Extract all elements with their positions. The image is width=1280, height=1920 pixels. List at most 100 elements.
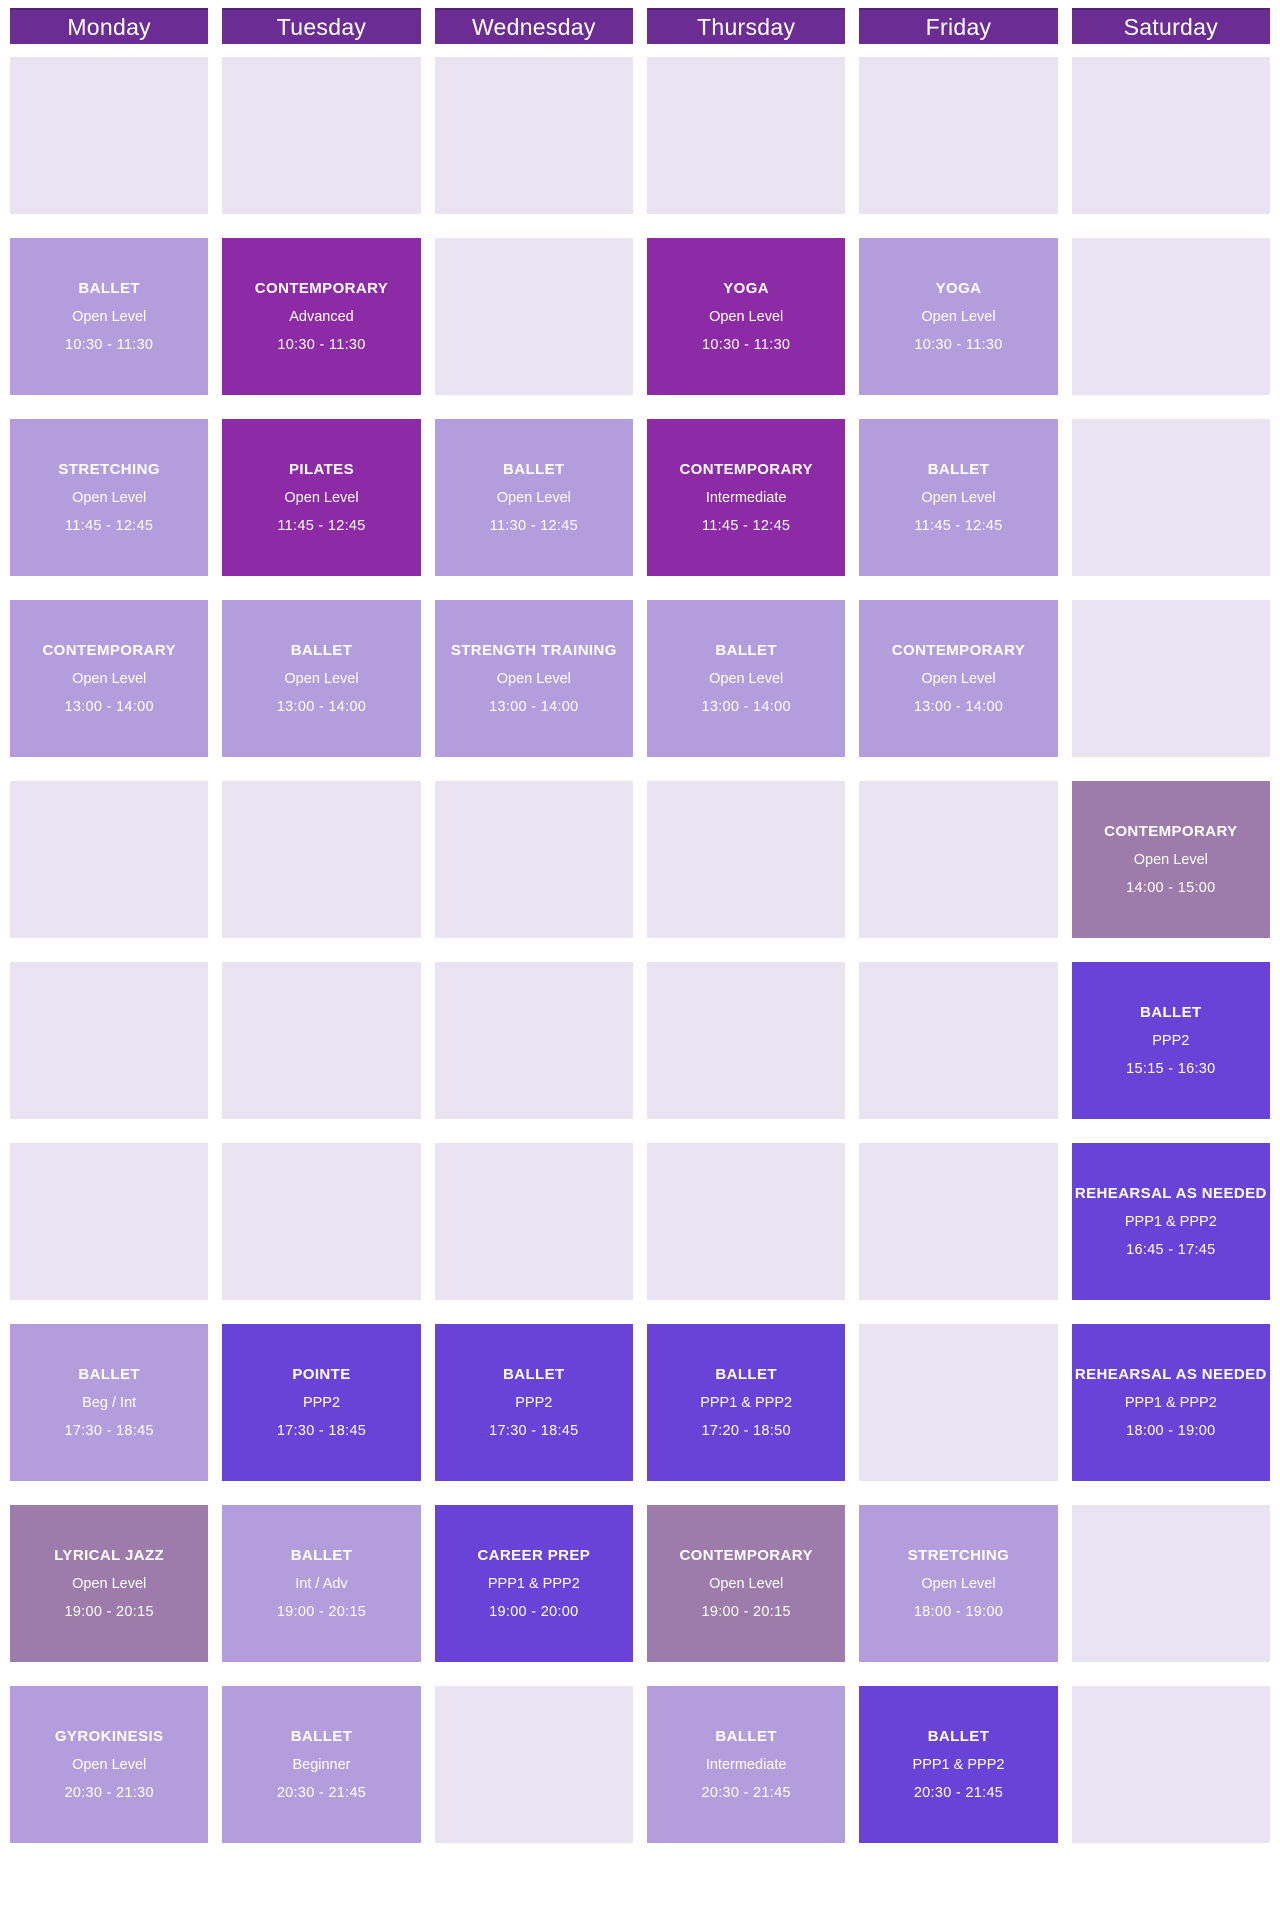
empty-slot <box>222 57 421 214</box>
class-cell[interactable]: BALLET Open Level 10:30 - 11:30 <box>10 238 209 395</box>
class-cell[interactable]: BALLET Intermediate 20:30 - 21:45 <box>646 1686 846 1843</box>
class-time-label: 20:30 - 21:45 <box>913 1785 1004 1802</box>
empty-slot <box>10 57 209 214</box>
day-header-wednesday: Wednesday <box>434 8 633 44</box>
class-cell[interactable]: BALLET Open Level 13:00 - 14:00 <box>222 600 421 757</box>
class-time-label: 11:45 - 12:45 <box>914 518 1003 535</box>
class-name-label: YOGA <box>723 279 770 297</box>
class-time-label: 13:00 - 14:00 <box>276 699 367 716</box>
empty-slot <box>1071 1686 1270 1843</box>
class-name-label: BALLET <box>290 1546 353 1564</box>
class-level-label: Open Level <box>284 671 359 688</box>
class-time-label: 17:30 - 18:45 <box>64 1423 154 1440</box>
class-level-label: PPP1 & PPP2 <box>487 1576 580 1593</box>
class-level-label: Open Level <box>72 671 147 688</box>
empty-slot <box>1071 57 1270 214</box>
class-cell[interactable]: CONTEMPORARY Advanced 10:30 - 11:30 <box>222 238 421 395</box>
empty-slot <box>1071 1505 1270 1662</box>
class-time-label: 19:00 - 20:15 <box>64 1604 154 1621</box>
class-time-label: 19:00 - 20:15 <box>276 1604 367 1621</box>
class-level-label: Beginner <box>292 1757 351 1774</box>
class-level-label: Open Level <box>496 671 571 688</box>
class-time-label: 10:30 - 11:30 <box>277 337 366 354</box>
class-cell[interactable]: REHEARSAL AS NEEDED PPP1 & PPP2 18:00 - … <box>1071 1324 1270 1481</box>
class-cell[interactable]: STRETCHING Open Level 18:00 - 19:00 <box>859 1505 1058 1662</box>
class-level-label: Open Level <box>921 1576 996 1593</box>
empty-slot <box>859 781 1058 938</box>
class-cell[interactable]: BALLET Open Level 11:45 - 12:45 <box>859 419 1058 576</box>
class-level-label: PPP1 & PPP2 <box>912 1757 1005 1774</box>
class-name-label: BALLET <box>78 279 140 297</box>
class-cell[interactable]: REHEARSAL AS NEEDED PPP1 & PPP2 16:45 - … <box>1071 1143 1270 1300</box>
class-cell[interactable]: CONTEMPORARY Open Level 13:00 - 14:00 <box>859 600 1058 757</box>
day-header-friday: Friday <box>859 8 1058 44</box>
class-cell[interactable]: BALLET Beg / Int 17:30 - 18:45 <box>10 1324 209 1481</box>
class-cell[interactable]: PILATES Open Level 11:45 - 12:45 <box>222 419 421 576</box>
class-level-label: Open Level <box>709 1576 784 1593</box>
class-time-label: 10:30 - 11:30 <box>914 337 1003 354</box>
class-time-label: 13:00 - 14:00 <box>64 699 154 716</box>
class-cell[interactable]: CONTEMPORARY Intermediate 11:45 - 12:45 <box>646 419 846 576</box>
class-time-label: 11:45 - 12:45 <box>65 518 154 535</box>
class-name-label: BALLET <box>503 1365 565 1383</box>
class-cell[interactable]: LYRICAL JAZZ Open Level 19:00 - 20:15 <box>10 1505 209 1662</box>
class-level-label: Intermediate <box>705 1757 787 1774</box>
empty-slot <box>859 1143 1058 1300</box>
class-name-label: CONTEMPORARY <box>679 1546 813 1564</box>
day-column: Saturday CONTEMPORARY Open Level 14:00 -… <box>1071 8 1270 1843</box>
class-level-label: Intermediate <box>705 490 787 507</box>
class-cell[interactable]: BALLET Int / Adv 19:00 - 20:15 <box>222 1505 421 1662</box>
class-cell[interactable]: YOGA Open Level 10:30 - 11:30 <box>859 238 1058 395</box>
class-cell[interactable]: CONTEMPORARY Open Level 14:00 - 15:00 <box>1071 781 1270 938</box>
class-time-label: 13:00 - 14:00 <box>701 699 791 716</box>
class-time-label: 20:30 - 21:45 <box>276 1785 367 1802</box>
day-header-thursday: Thursday <box>646 8 846 44</box>
class-name-label: GYROKINESIS <box>54 1727 164 1745</box>
class-time-label: 19:00 - 20:00 <box>489 1604 579 1621</box>
class-name-label: REHEARSAL AS NEEDED <box>1074 1365 1267 1383</box>
class-level-label: Open Level <box>1133 852 1208 869</box>
class-cell[interactable]: YOGA Open Level 10:30 - 11:30 <box>646 238 846 395</box>
class-cell[interactable]: BALLET Beginner 20:30 - 21:45 <box>222 1686 421 1843</box>
empty-slot <box>10 781 209 938</box>
class-time-label: 17:20 - 18:50 <box>701 1423 791 1440</box>
class-cell[interactable]: CONTEMPORARY Open Level 19:00 - 20:15 <box>646 1505 846 1662</box>
class-cell[interactable]: CAREER PREP PPP1 & PPP2 19:00 - 20:00 <box>434 1505 633 1662</box>
class-cell[interactable]: CONTEMPORARY Open Level 13:00 - 14:00 <box>10 600 209 757</box>
day-column: Tuesday CONTEMPORARY Advanced 10:30 - 11… <box>222 8 421 1843</box>
class-name-label: BALLET <box>715 1365 777 1383</box>
class-cell[interactable]: BALLET PPP1 & PPP2 17:20 - 18:50 <box>646 1324 846 1481</box>
class-cell[interactable]: STRETCHING Open Level 11:45 - 12:45 <box>10 419 209 576</box>
empty-slot <box>434 962 633 1119</box>
day-cells: YOGA Open Level 10:30 - 11:30 CONTEMPORA… <box>646 57 846 1843</box>
class-name-label: BALLET <box>78 1365 140 1383</box>
class-name-label: YOGA <box>935 279 982 297</box>
empty-slot <box>434 1143 633 1300</box>
class-cell[interactable]: BALLET PPP2 15:15 - 16:30 <box>1071 962 1270 1119</box>
class-cell[interactable]: POINTE PPP2 17:30 - 18:45 <box>222 1324 421 1481</box>
class-name-label: CONTEMPORARY <box>1104 822 1238 840</box>
class-name-label: LYRICAL JAZZ <box>54 1546 165 1564</box>
class-cell[interactable]: BALLET Open Level 11:30 - 12:45 <box>434 419 633 576</box>
day-cells: YOGA Open Level 10:30 - 11:30 BALLET Ope… <box>859 57 1058 1843</box>
day-column: Friday YOGA Open Level 10:30 - 11:30 BAL… <box>859 8 1058 1843</box>
class-cell[interactable]: BALLET PPP2 17:30 - 18:45 <box>434 1324 633 1481</box>
empty-slot <box>859 1324 1058 1481</box>
class-name-label: BALLET <box>290 1727 353 1745</box>
empty-slot <box>646 781 846 938</box>
class-time-label: 11:45 - 12:45 <box>702 518 791 535</box>
class-time-label: 11:45 - 12:45 <box>277 518 366 535</box>
empty-slot <box>859 57 1058 214</box>
class-level-label: PPP1 & PPP2 <box>1124 1395 1217 1412</box>
class-time-label: 14:00 - 15:00 <box>1126 880 1216 897</box>
class-cell[interactable]: STRENGTH TRAINING Open Level 13:00 - 14:… <box>434 600 633 757</box>
class-name-label: POINTE <box>292 1365 351 1383</box>
class-time-label: 10:30 - 11:30 <box>65 337 154 354</box>
class-cell[interactable]: GYROKINESIS Open Level 20:30 - 21:30 <box>10 1686 209 1843</box>
class-cell[interactable]: BALLET PPP1 & PPP2 20:30 - 21:45 <box>859 1686 1058 1843</box>
class-name-label: PILATES <box>288 460 354 478</box>
empty-slot <box>1071 600 1270 757</box>
class-cell[interactable]: BALLET Open Level 13:00 - 14:00 <box>646 600 846 757</box>
class-level-label: Int / Adv <box>295 1576 348 1593</box>
